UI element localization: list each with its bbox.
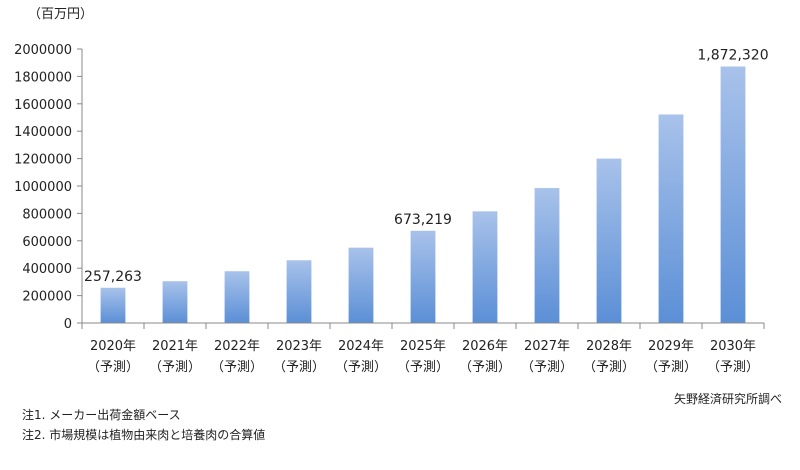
bar-2024年 [348, 247, 374, 323]
x-tick-sublabel: （予測） [397, 360, 449, 375]
x-tick-sublabel: （予測） [459, 360, 511, 375]
y-tick-label: 800000 [22, 207, 72, 222]
x-axis: 2020年 （予測） 2021年 （予測） 2022年 （予測） 2023年 （予測） 2024… [81, 322, 765, 375]
bar-2028年 [596, 158, 622, 323]
y-axis: 0 200000 400000 600000 800000 1000000 1200000 1… [14, 43, 83, 332]
x-tick-label: 2022年 [214, 339, 260, 354]
y-tick-label: 1600000 [14, 98, 72, 113]
x-tick-label: 2028年 [586, 339, 632, 354]
x-tick-label: 2026年 [462, 339, 508, 354]
bar-2021年 [162, 281, 188, 323]
x-tick-sublabel: （予測） [645, 360, 697, 375]
data-labels: 257,263 673,219 1,872,320 [84, 47, 769, 284]
unit-label: （百万円） [28, 7, 93, 22]
y-tick-label: 1000000 [14, 180, 72, 195]
bar-2022年 [224, 271, 250, 323]
data-label: 257,263 [84, 269, 142, 285]
note-2: 注2. 市場規模は植物由来肉と培養肉の合算値 [22, 428, 266, 442]
x-tick-sublabel: （予測） [87, 360, 139, 375]
bar-2027年 [534, 188, 560, 323]
y-tick-label: 0 [64, 317, 72, 332]
x-tick-sublabel: （予測） [149, 360, 201, 375]
y-tick-label: 1800000 [14, 70, 72, 85]
data-label: 1,872,320 [697, 47, 768, 63]
x-tick-sublabel: （予測） [211, 360, 263, 375]
y-tick-label: 2000000 [14, 43, 72, 58]
bar-2020年 [100, 287, 126, 323]
x-tick-label: 2023年 [276, 339, 322, 354]
x-tick-sublabel: （予測） [335, 360, 387, 375]
bar-2030年 [720, 66, 746, 323]
x-tick-label: 2030年 [710, 339, 756, 354]
bars [100, 66, 746, 324]
bar-2023年 [286, 260, 312, 323]
bar-2026年 [472, 211, 498, 323]
x-tick-label: 2020年 [90, 339, 136, 354]
x-tick-sublabel: （予測） [273, 360, 325, 375]
y-tick-label: 400000 [22, 262, 72, 277]
source-credit: 矢野経済研究所調べ [673, 392, 782, 406]
x-tick-label: 2021年 [152, 339, 198, 354]
x-tick-label: 2024年 [338, 339, 384, 354]
bar-2029年 [658, 114, 684, 324]
x-tick-sublabel: （予測） [707, 360, 759, 375]
x-tick-label: 2027年 [524, 339, 570, 354]
data-label: 673,219 [394, 212, 452, 228]
y-tick-label: 200000 [22, 290, 72, 305]
x-tick-sublabel: （予測） [583, 360, 635, 375]
y-tick-label: 1200000 [14, 153, 72, 168]
note-1: 注1. メーカー出荷金額ベース [22, 408, 181, 422]
x-tick-label: 2029年 [648, 339, 694, 354]
y-tick-label: 600000 [22, 235, 72, 250]
bar-2025年 [410, 230, 436, 323]
notes: 注1. メーカー出荷金額ベース 注2. 市場規模は植物由来肉と培養肉の合算値 [22, 405, 265, 445]
x-tick-label: 2025年 [400, 339, 446, 354]
y-tick-label: 1400000 [14, 125, 72, 140]
x-tick-sublabel: （予測） [521, 360, 573, 375]
